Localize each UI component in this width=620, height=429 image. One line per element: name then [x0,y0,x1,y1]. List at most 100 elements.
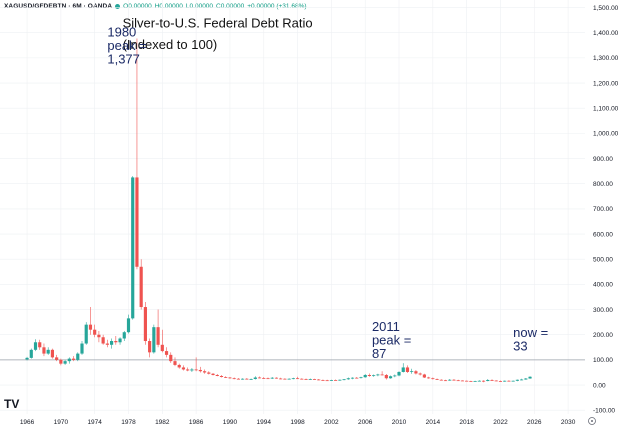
candle[interactable] [384,373,388,380]
candle[interactable] [148,338,152,358]
candle[interactable] [63,359,67,365]
candle[interactable] [173,357,177,367]
candle[interactable] [334,379,338,381]
candle[interactable] [363,373,367,378]
candle[interactable] [291,377,295,380]
candle[interactable] [181,365,186,371]
candle[interactable] [177,363,181,369]
candle[interactable] [469,380,473,382]
candle[interactable] [524,378,528,380]
candle[interactable] [257,376,262,379]
candle[interactable] [456,379,460,382]
candle[interactable] [76,352,80,362]
candle[interactable] [338,379,342,381]
candle[interactable] [160,329,164,353]
candle[interactable] [194,357,198,372]
candle[interactable] [295,376,300,380]
candle[interactable] [135,38,139,270]
candle[interactable] [346,377,350,380]
candle[interactable] [342,379,346,381]
candle[interactable] [122,330,126,342]
candle[interactable] [232,377,236,380]
candle[interactable] [118,337,122,345]
candle[interactable] [304,378,308,380]
candle[interactable] [397,371,401,377]
candle[interactable] [418,372,422,376]
candle[interactable] [490,379,494,381]
candle[interactable] [164,347,169,358]
candle[interactable] [376,373,380,377]
candle[interactable] [219,374,224,378]
candle[interactable] [481,380,486,383]
candle[interactable] [443,379,448,382]
candle[interactable] [80,341,84,355]
candle[interactable] [228,377,232,379]
candle[interactable] [101,334,105,345]
candle[interactable] [452,379,456,381]
candle[interactable] [105,339,109,348]
candle[interactable] [67,357,71,364]
candle[interactable] [211,372,215,376]
candle[interactable] [448,379,452,381]
candle[interactable] [494,380,498,382]
candle[interactable] [84,322,88,345]
candle[interactable] [224,376,228,379]
candle[interactable] [215,373,219,377]
candle[interactable] [156,309,160,348]
candle[interactable] [50,348,54,359]
candle[interactable] [405,365,410,373]
symbol-title[interactable]: XAGUSD/GFDEBTN · 6M · OANDA [4,3,113,10]
candle[interactable] [503,380,507,382]
candle[interactable] [321,379,325,381]
candle[interactable] [88,307,93,335]
candle[interactable] [245,378,249,380]
candle[interactable] [329,379,333,381]
candle[interactable] [401,363,405,373]
candle[interactable] [498,380,503,382]
candle[interactable] [312,378,317,380]
candle[interactable] [97,330,101,343]
candle[interactable] [262,377,266,379]
candle[interactable] [439,379,443,381]
candle[interactable] [169,352,173,363]
candle[interactable] [520,378,524,381]
candle[interactable] [388,375,393,379]
candle[interactable] [139,259,143,310]
candle[interactable] [393,374,397,378]
candle[interactable] [380,371,384,376]
candle[interactable] [422,373,426,379]
candle[interactable] [460,380,465,382]
candle[interactable] [283,378,287,380]
candle[interactable] [198,366,202,373]
candle[interactable] [473,380,477,382]
candle[interactable] [152,324,156,354]
candle[interactable] [270,377,274,380]
tradingview-logo-icon[interactable]: TV [4,397,19,411]
candle[interactable] [486,379,490,382]
candle[interactable] [317,379,321,381]
candle[interactable] [33,339,38,352]
candle[interactable] [253,376,257,380]
candle[interactable] [414,369,418,375]
candle[interactable] [110,338,114,349]
candle[interactable] [207,371,211,375]
candle[interactable] [279,377,283,380]
candle[interactable] [29,348,33,359]
candle[interactable] [190,367,194,372]
candle[interactable] [55,354,59,362]
candle[interactable] [38,339,42,350]
candle[interactable] [202,369,207,374]
candle[interactable] [25,356,29,361]
timezone-settings-icon[interactable] [588,417,596,425]
candle[interactable] [126,314,131,334]
candle[interactable] [528,376,532,379]
candle[interactable] [410,368,414,374]
candle[interactable] [367,373,372,377]
candle[interactable] [355,377,359,379]
candle[interactable] [46,347,50,355]
candle[interactable] [507,380,511,382]
candle[interactable] [427,376,431,379]
candle[interactable] [350,377,355,380]
candle[interactable] [431,377,435,380]
